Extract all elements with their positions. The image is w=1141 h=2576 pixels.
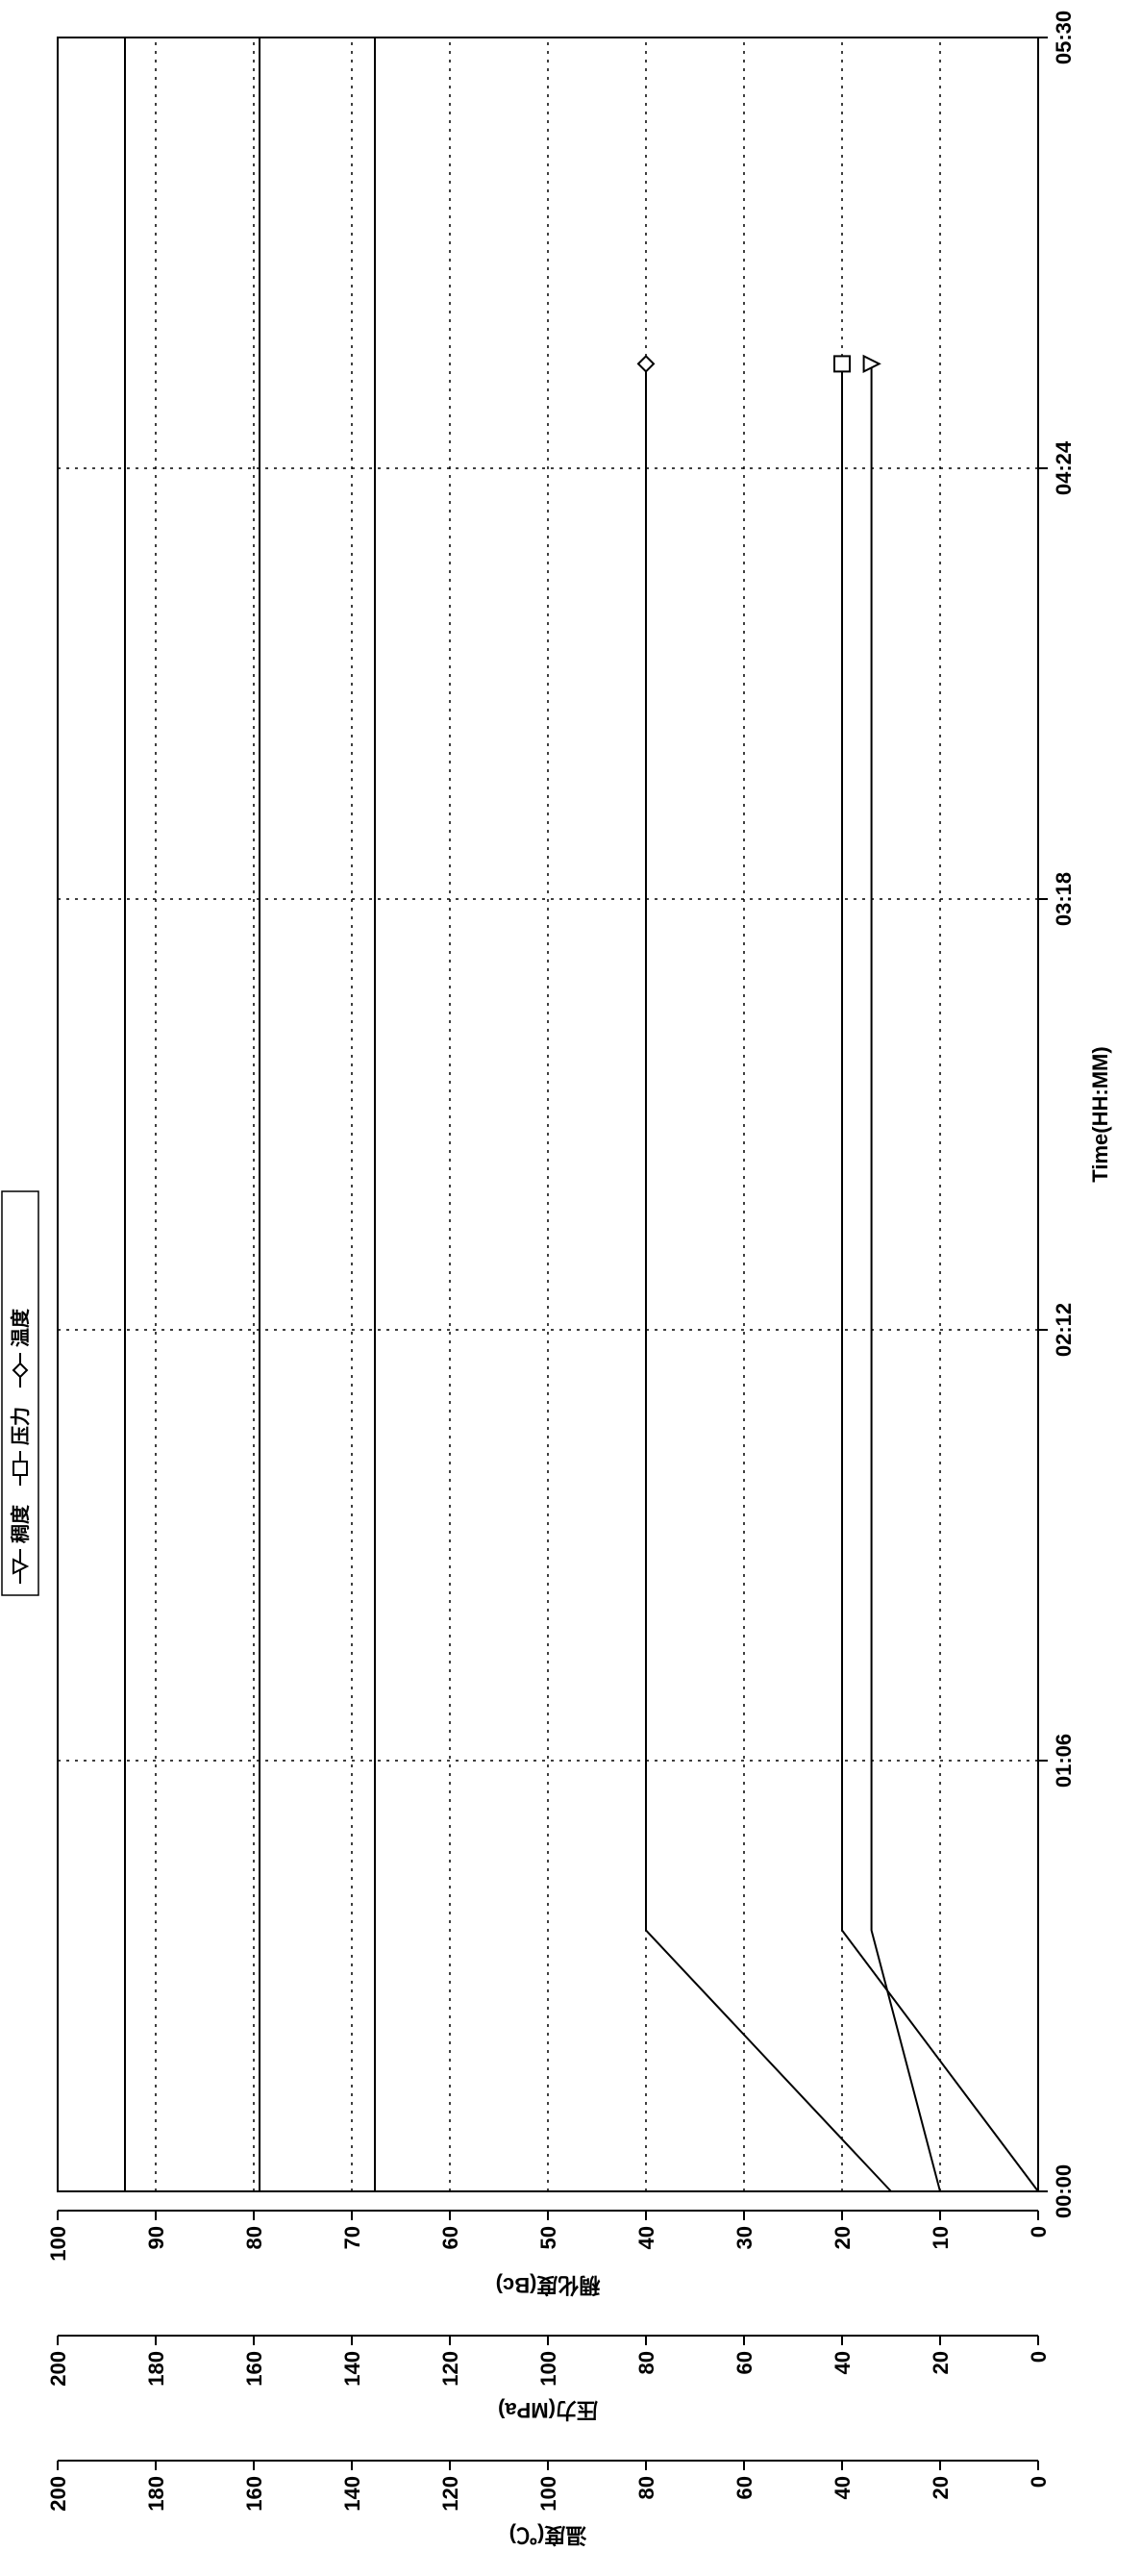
svg-text:60: 60 (732, 2351, 757, 2374)
svg-text:60: 60 (732, 2476, 757, 2499)
svg-text:稠度: 稠度 (9, 1504, 32, 1543)
svg-text:04:24: 04:24 (1052, 440, 1076, 495)
svg-text:200: 200 (46, 2351, 70, 2387)
svg-text:0: 0 (1027, 2351, 1051, 2363)
svg-text:40: 40 (831, 2351, 855, 2374)
svg-text:0: 0 (1027, 2226, 1051, 2238)
svg-text:80: 80 (634, 2476, 658, 2499)
svg-text:10: 10 (929, 2226, 953, 2249)
svg-text:140: 140 (340, 2476, 364, 2512)
svg-text:180: 180 (144, 2351, 168, 2387)
svg-text:20: 20 (929, 2351, 953, 2374)
svg-text:03:18: 03:18 (1052, 872, 1076, 926)
svg-text:60: 60 (438, 2226, 462, 2249)
svg-text:200: 200 (46, 2476, 70, 2512)
svg-text:30: 30 (732, 2226, 757, 2249)
svg-text:80: 80 (634, 2351, 658, 2374)
svg-text:100: 100 (46, 2226, 70, 2262)
svg-text:温度(℃): 温度(℃) (509, 2523, 587, 2547)
svg-text:100: 100 (536, 2476, 560, 2512)
svg-text:80: 80 (242, 2226, 266, 2249)
svg-text:90: 90 (144, 2226, 168, 2249)
chart-container: 00:00 01:06 02:12 03:18 04:24 05:30 Time(HH:MM… (0, 0, 1141, 2576)
svg-text:20: 20 (929, 2476, 953, 2499)
svg-text:50: 50 (536, 2226, 560, 2249)
chart-svg: 00:00 01:06 02:12 03:18 04:24 05:30 Time(HH:MM… (0, 0, 1141, 2576)
svg-text:温度: 温度 (9, 1308, 32, 1347)
svg-text:压力(MPa): 压力(MPa) (498, 2398, 598, 2422)
svg-text:05:30: 05:30 (1052, 11, 1076, 64)
svg-text:140: 140 (340, 2351, 364, 2387)
svg-text:160: 160 (242, 2351, 266, 2387)
svg-text:160: 160 (242, 2476, 266, 2512)
svg-text:0: 0 (1027, 2476, 1051, 2488)
svg-text:00:00: 00:00 (1052, 2164, 1076, 2218)
svg-text:压力: 压力 (10, 1407, 32, 1445)
svg-text:20: 20 (831, 2226, 855, 2249)
svg-text:70: 70 (340, 2226, 364, 2249)
svg-text:40: 40 (831, 2476, 855, 2499)
svg-text:02:12: 02:12 (1052, 1303, 1076, 1357)
svg-text:40: 40 (634, 2226, 658, 2249)
svg-text:120: 120 (438, 2351, 462, 2387)
svg-text:01:06: 01:06 (1052, 1734, 1076, 1788)
svg-text:Time(HH:MM): Time(HH:MM) (1088, 1046, 1112, 1182)
svg-text:120: 120 (438, 2476, 462, 2512)
svg-text:稠化度(Bc): 稠化度(Bc) (496, 2273, 601, 2297)
svg-text:100: 100 (536, 2351, 560, 2387)
svg-text:180: 180 (144, 2476, 168, 2512)
